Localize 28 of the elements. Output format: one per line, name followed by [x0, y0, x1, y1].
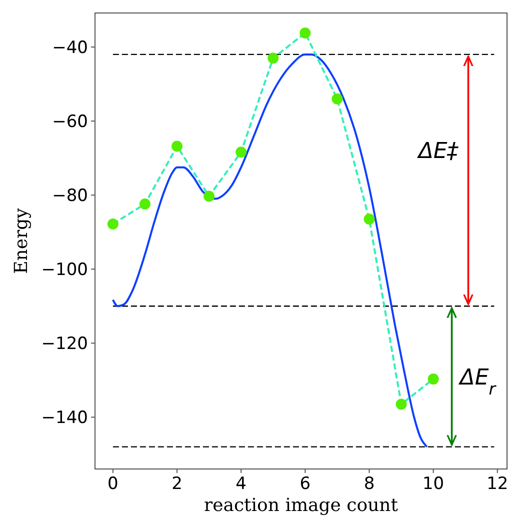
point [268, 52, 279, 64]
annotation: ΔE‡ [416, 139, 460, 164]
point [364, 214, 375, 225]
point [204, 190, 215, 202]
x-axis-title: reaction image count [204, 495, 399, 516]
point [332, 93, 343, 104]
point [236, 146, 247, 158]
y-axis-title: Energy [11, 207, 32, 274]
point [107, 218, 118, 230]
annotation: ΔE$_{r}$ [458, 365, 497, 398]
y-tick-label: −100 [41, 260, 88, 280]
y-tick-label: −140 [41, 408, 88, 428]
point [300, 27, 311, 38]
x-tick-label: 0 [108, 474, 118, 494]
x-tick-label: 2 [172, 474, 182, 494]
x-tick-label: 4 [236, 474, 247, 494]
point [428, 374, 439, 385]
y-tick-label: −40 [52, 38, 88, 58]
y-tick-label: −120 [41, 334, 88, 354]
x-tick-label: 8 [364, 474, 375, 494]
y-tick-label: −80 [52, 186, 88, 206]
point [139, 198, 150, 210]
point [172, 140, 183, 152]
x-tick-label: 10 [422, 474, 444, 494]
point [396, 398, 407, 410]
y-tick-label: −60 [52, 112, 88, 132]
x-tick-label: 12 [486, 474, 508, 494]
x-tick-label: 6 [300, 474, 311, 494]
